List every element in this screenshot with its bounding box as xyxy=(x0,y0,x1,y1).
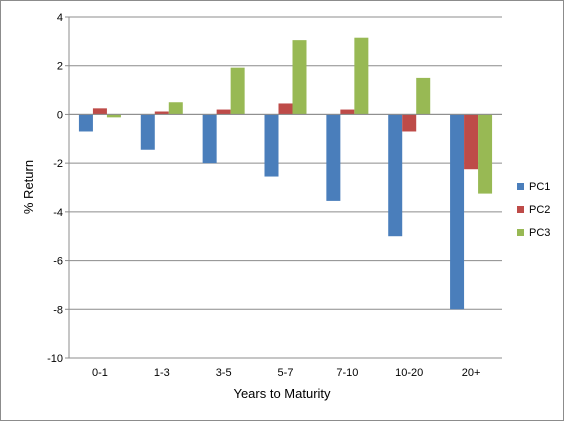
legend-label-pc2: PC2 xyxy=(529,204,550,216)
bar-pc3-3-5 xyxy=(230,67,245,115)
bar-pc2-3-5 xyxy=(216,109,231,115)
y-tick-label: 0 xyxy=(57,109,63,121)
y-tick-label: -6 xyxy=(53,256,63,268)
legend-label-pc3: PC3 xyxy=(529,227,550,239)
x-tick-labels: 0-1 1-3 3-5 5-7 7-10 10-20 20+ xyxy=(92,367,480,379)
x-axis-title: Years to Maturity xyxy=(233,386,331,401)
bar-pc1-1-3 xyxy=(140,114,155,150)
x-tick-label: 7-10 xyxy=(336,367,358,379)
x-tick-label: 10-20 xyxy=(395,367,423,379)
bar-pc1-20+ xyxy=(450,114,465,310)
bar-pc1-10-20 xyxy=(388,114,403,237)
y-tick-label: 2 xyxy=(57,61,63,73)
x-tick-label: 5-7 xyxy=(278,367,294,379)
bar-pc1-5-7 xyxy=(264,114,279,177)
bar-pc2-1-3 xyxy=(154,111,169,115)
bar-pc3-7-10 xyxy=(354,37,369,115)
y-tick-label: -2 xyxy=(53,158,63,170)
x-tick-label: 3-5 xyxy=(216,367,232,379)
bar-pc2-7-10 xyxy=(340,109,355,115)
bar-pc1-3-5 xyxy=(202,114,217,164)
y-axis-title: % Return xyxy=(21,160,36,214)
bar-pc2-10-20 xyxy=(402,114,417,132)
bar-pc2-20+ xyxy=(464,114,479,170)
bar-pc2-5-7 xyxy=(278,103,293,115)
bar-pc3-0-1 xyxy=(106,114,121,118)
legend-swatch-pc3 xyxy=(517,229,524,236)
y-tick-label: -10 xyxy=(47,353,63,365)
legend: PC1 PC2 PC3 xyxy=(517,181,550,239)
x-tick-label: 1-3 xyxy=(154,367,170,379)
y-tick-label: -4 xyxy=(53,207,63,219)
bar-pc1-7-10 xyxy=(326,114,341,201)
y-tick-label: -8 xyxy=(53,304,63,316)
x-tick-label: 0-1 xyxy=(92,367,108,379)
bar-pc3-10-20 xyxy=(416,77,431,115)
bar-pc1-0-1 xyxy=(78,114,93,132)
bar-pc3-20+ xyxy=(478,114,493,194)
legend-swatch-pc1 xyxy=(517,183,524,190)
bar-pc3-1-3 xyxy=(168,102,183,115)
legend-swatch-pc2 xyxy=(517,206,524,213)
y-tick-labels: 4 2 0 -2 -4 -6 -8 -10 xyxy=(47,12,63,365)
y-tick-label: 4 xyxy=(57,12,63,24)
legend-label-pc1: PC1 xyxy=(529,181,550,193)
bar-pc2-0-1 xyxy=(92,108,107,115)
bars xyxy=(78,37,493,310)
bar-pc3-5-7 xyxy=(292,40,307,115)
axes xyxy=(65,16,502,359)
grid-lines xyxy=(69,16,502,359)
x-tick-label: 20+ xyxy=(462,367,481,379)
